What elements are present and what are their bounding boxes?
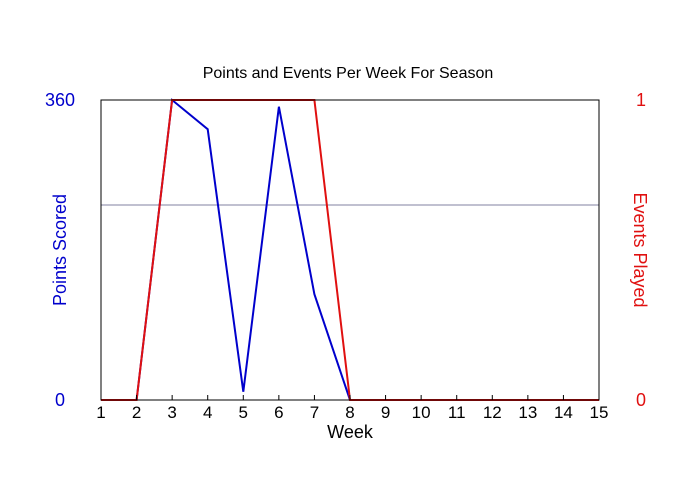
x-tick-label: 11 xyxy=(448,403,466,422)
y-left-axis-title: Points Scored xyxy=(50,194,70,306)
x-tick-label: 2 xyxy=(132,403,141,422)
x-tick-label: 5 xyxy=(239,403,248,422)
x-tick-label: 9 xyxy=(381,403,390,422)
y-left-tick-label: 0 xyxy=(55,390,65,410)
chart-title: Points and Events Per Week For Season xyxy=(203,65,494,82)
y-right-axis-title: Events Played xyxy=(630,192,650,307)
x-tick-label: 6 xyxy=(274,403,283,422)
x-tick-label: 15 xyxy=(590,403,609,422)
x-tick-label: 14 xyxy=(554,403,573,422)
x-tick-label: 4 xyxy=(203,403,212,422)
plot-frame xyxy=(100,99,600,401)
x-tick-label: 3 xyxy=(167,403,176,422)
y-left-tick-label: 360 xyxy=(45,90,75,110)
plot-area xyxy=(100,98,600,401)
x-tick-label: 10 xyxy=(412,403,431,422)
x-axis-title: Week xyxy=(327,422,374,442)
x-tick-label: 13 xyxy=(518,403,537,422)
x-tick-label: 1 xyxy=(96,403,105,422)
x-tick-label: 8 xyxy=(345,403,354,422)
y-right-tick-label: 1 xyxy=(636,90,646,110)
series-line-points-scored xyxy=(101,98,599,401)
series-line-events-played xyxy=(101,99,599,401)
x-tick-label: 12 xyxy=(483,403,502,422)
y-right-tick-label: 0 xyxy=(636,390,646,410)
x-tick-label: 7 xyxy=(310,403,319,422)
